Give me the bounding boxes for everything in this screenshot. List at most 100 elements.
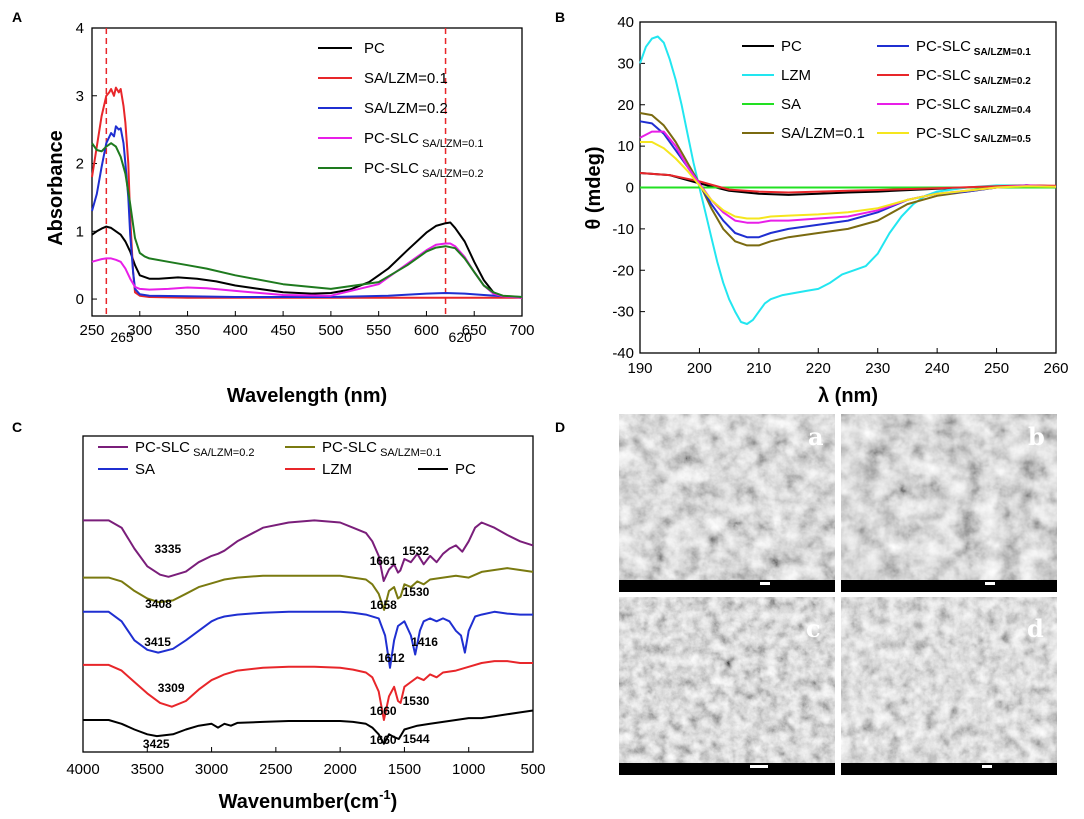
- panel-a-xtick-label: 450: [271, 322, 296, 339]
- panel-c-ftir-chart: 4000 3500 3000 2500 2000 1500 1000 500 PC-SLC S…: [66, 435, 546, 813]
- sem-label-c: c: [806, 614, 821, 643]
- panel-c-xlabel: Wavenumber(cm-1): [219, 787, 398, 813]
- panel-a-ytick-label: 2: [76, 156, 84, 173]
- panel-a-xtick-label: 300: [127, 322, 152, 339]
- sem-texture-c: [619, 597, 835, 775]
- panel-b-xtick-label: 240: [925, 360, 950, 377]
- panel-c-series-line: [83, 519, 534, 582]
- panel-c-xtick-label: 1500: [388, 761, 421, 778]
- panel-c-peak-label: 3335: [155, 542, 182, 556]
- panel-a-ytick-label: 0: [76, 291, 84, 308]
- panel-c-legend-label: PC: [455, 461, 476, 478]
- panel-a-legend-label: PC-SLC SA/LZM=0.1: [364, 130, 484, 150]
- sem-label-a: a: [808, 422, 824, 451]
- panel-b-ytick-label: 0: [626, 180, 634, 197]
- panel-a-ytick-label: 4: [76, 20, 84, 37]
- sem-scalebar-d: [982, 765, 992, 768]
- panel-b-ytick-label: 10: [617, 138, 634, 155]
- panel-c-peak-label: 3425: [143, 737, 170, 751]
- panel-c-legend-label: SA: [135, 461, 155, 478]
- panel-c-series-line: [83, 660, 533, 721]
- panel-b-xtick-label: 190: [627, 360, 652, 377]
- panel-a-legend-label: SA/LZM=0.2: [364, 100, 448, 117]
- sem-scalebar-b: [985, 582, 995, 585]
- panel-c-xtick-label: 3500: [131, 761, 164, 778]
- panel-c-frame: [82, 435, 534, 753]
- panel-letter-c: C: [12, 419, 22, 435]
- sem-texture-a: [619, 414, 835, 592]
- panel-a-series-line: [91, 142, 523, 298]
- panel-a-legend-label: PC-SLC SA/LZM=0.2: [364, 160, 484, 180]
- panel-c-xtick-label: 1000: [452, 761, 485, 778]
- panel-b-series-line: [640, 141, 1057, 220]
- panel-b-legend-label: PC-SLC SA/LZM=0.5: [916, 125, 1031, 145]
- panel-b-series-line: [639, 35, 1057, 325]
- panel-a-ytick-label: 1: [76, 223, 84, 240]
- panel-b-legend-label: LZM: [781, 67, 811, 84]
- panel-c-peak-label: 3415: [144, 635, 171, 649]
- panel-a-absorbance-chart: 250 300 350 400 450 500 550 600 650 700 0 1 2 3 4 265 6…: [45, 20, 535, 407]
- panel-b-ytick-label: -10: [612, 221, 634, 238]
- panel-letter-b: B: [555, 9, 565, 25]
- panel-c-peak-label: 1661: [370, 554, 397, 568]
- panel-b-legend-label: PC: [781, 38, 802, 55]
- panel-c-xtick-label: 4000: [66, 761, 99, 778]
- panel-c-peak-label: 1530: [403, 694, 430, 708]
- panel-b-ytick-label: 40: [617, 14, 634, 31]
- panel-b-legend-label: SA/LZM=0.1: [781, 125, 865, 142]
- panel-a-xtick-label: 500: [318, 322, 343, 339]
- panel-a-series-line: [91, 221, 523, 299]
- panel-a-xtick-label: 550: [366, 322, 391, 339]
- sem-image-b: b: [841, 414, 1057, 592]
- panel-c-legend-label: PC-SLC SA/LZM=0.1: [322, 439, 442, 459]
- panel-letter-a: A: [12, 9, 22, 25]
- panel-b-series-line: [639, 130, 1057, 224]
- panel-b-xtick-label: 250: [984, 360, 1009, 377]
- panel-c-series-line: [83, 709, 534, 745]
- panel-c-xtick-label: 3000: [195, 761, 228, 778]
- panel-b-ytick-label: -40: [612, 345, 634, 362]
- panel-c-peak-label: 1658: [370, 598, 397, 612]
- panel-b-xtick-label: 260: [1043, 360, 1068, 377]
- sem-image-c: c: [619, 597, 835, 775]
- panel-c-peak-label: 1660: [370, 704, 397, 718]
- sem-image-a: a: [619, 414, 835, 592]
- panel-c-legend-label: PC-SLC SA/LZM=0.2: [135, 439, 255, 459]
- panel-b-ytick-label: 30: [617, 55, 634, 72]
- panel-a-series-line: [91, 125, 523, 298]
- sem-databar-d: [841, 763, 1057, 775]
- panel-c-series-line: [83, 567, 534, 611]
- panel-c-peak-label: 1416: [411, 635, 438, 649]
- panel-a-xlabel: Wavelength (nm): [227, 385, 387, 407]
- panel-c-series-line: [83, 610, 533, 669]
- panel-a-legend-label: SA/LZM=0.1: [364, 70, 448, 87]
- panel-b-legend-label: PC-SLC SA/LZM=0.2: [916, 67, 1031, 87]
- panel-b-ytick-label: -30: [612, 304, 634, 321]
- panel-a-xtick-label: 250: [79, 322, 104, 339]
- sem-image-d: d: [841, 597, 1057, 775]
- panel-a-series-line: [91, 86, 522, 299]
- sem-label-b: b: [1028, 422, 1045, 451]
- panel-a-xtick-label: 400: [223, 322, 248, 339]
- sem-scalebar-c: [750, 765, 768, 768]
- panel-b-series-line: [639, 112, 1057, 247]
- panel-c-legend-label: LZM: [322, 461, 352, 478]
- sem-label-d: d: [1027, 614, 1044, 643]
- panel-b-xtick-label: 200: [687, 360, 712, 377]
- panel-letter-d: D: [555, 419, 565, 435]
- panel-a-xtick-label: 700: [509, 322, 534, 339]
- panel-b-xtick-label: 220: [806, 360, 831, 377]
- panel-b-legend-label: PC-SLC SA/LZM=0.1: [916, 38, 1031, 58]
- panel-b-series-line: [639, 172, 1057, 194]
- panel-c-peak-label: 1532: [402, 544, 429, 558]
- panel-a-xtick-label: 350: [175, 322, 200, 339]
- panel-b-legend-label: PC-SLC SA/LZM=0.4: [916, 96, 1031, 116]
- sem-databar-c: [619, 763, 835, 775]
- panel-a-xtick-label: 600: [414, 322, 439, 339]
- panel-b-legend-label: SA: [781, 96, 801, 113]
- panel-a-ylabel: Absorbance: [45, 130, 67, 246]
- panel-c-peak-label: 3408: [145, 597, 172, 611]
- panel-c-peak-label: 3309: [158, 681, 185, 695]
- panel-c-peak-label: 1660: [370, 733, 397, 747]
